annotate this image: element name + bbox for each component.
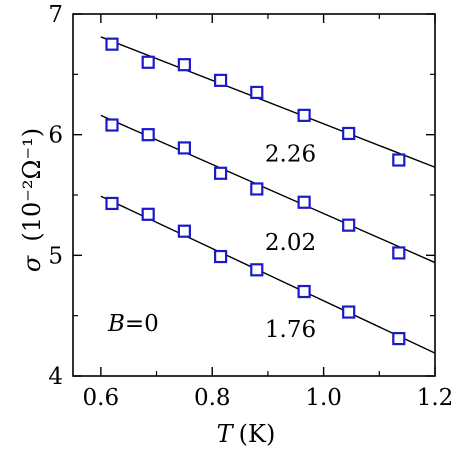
field-symbol: B: [107, 311, 125, 337]
data-point: [392, 246, 406, 260]
x-tick-label: 1.2: [417, 385, 454, 411]
y-tick-label: 7: [48, 2, 63, 28]
x-axis-label: T (K): [217, 420, 276, 448]
x-tick-label: 1.0: [305, 385, 342, 411]
data-markers: [105, 37, 406, 346]
y-tick-label: 5: [48, 243, 63, 269]
data-point: [250, 182, 264, 196]
field-value: =0: [125, 311, 159, 337]
fit-lines: [100, 36, 436, 354]
y-axis-symbol: σ: [18, 255, 46, 272]
x-axis-symbol: T: [217, 420, 235, 448]
data-point: [297, 108, 311, 122]
data-point: [177, 58, 191, 72]
x-tick-label: 0.8: [194, 385, 231, 411]
y-axis-unit: (10⁻²Ω⁻¹): [18, 128, 46, 242]
field-annotation: B=0: [107, 311, 159, 337]
data-point: [297, 195, 311, 209]
fit-line: [100, 195, 436, 354]
data-point: [105, 37, 119, 51]
y-axis-label: σ (10⁻²Ω⁻¹): [18, 128, 46, 272]
axis-ticks: [73, 13, 436, 377]
series-label: 2.26: [265, 141, 316, 167]
data-point: [297, 284, 311, 299]
data-point: [105, 196, 119, 211]
data-point: [141, 207, 155, 221]
data-point: [392, 331, 406, 346]
x-tick-label: 0.6: [83, 385, 120, 411]
fit-line: [100, 114, 436, 264]
data-point: [392, 153, 406, 167]
data-point: [250, 263, 264, 277]
data-point: [342, 126, 356, 141]
data-point: [213, 249, 228, 264]
series-label: 2.02: [265, 230, 316, 256]
data-point: [342, 218, 356, 232]
data-point: [177, 141, 191, 155]
data-point: [177, 224, 191, 238]
y-tick-label: 4: [48, 364, 63, 390]
tick-labels: 0.6 0.8 1.0 1.2 4 5 6 7: [48, 2, 453, 411]
x-axis-unit: (K): [239, 420, 276, 448]
data-point: [141, 128, 155, 142]
data-point: [105, 118, 119, 132]
y-tick-label: 6: [48, 123, 63, 149]
data-point: [213, 73, 228, 87]
data-point: [141, 55, 155, 69]
data-point: [213, 166, 228, 180]
data-point: [250, 85, 264, 100]
data-point: [342, 305, 356, 319]
fit-line: [100, 36, 436, 168]
series-labels: 2.26 2.02 1.76: [265, 141, 316, 343]
series-label: 1.76: [265, 317, 316, 343]
